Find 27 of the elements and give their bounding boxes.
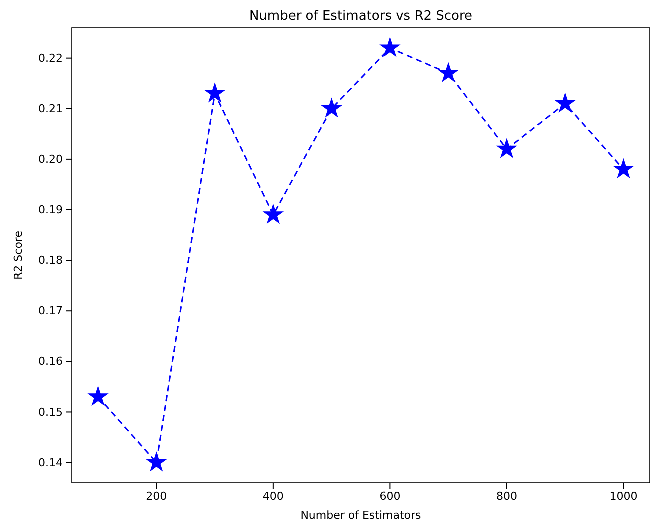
x-tick-label: 400	[262, 490, 284, 503]
y-tick-label: 0.21	[38, 102, 63, 116]
y-tick-label: 0.17	[38, 304, 63, 318]
point	[321, 98, 342, 118]
x-tick-label: 800	[496, 490, 518, 503]
point	[88, 386, 109, 406]
point	[496, 138, 518, 158]
y-tick-label: 0.20	[38, 152, 63, 166]
point	[613, 158, 634, 179]
x-tick-label: 600	[380, 490, 401, 503]
point	[262, 204, 284, 224]
y-tick-label: 0.19	[38, 204, 63, 217]
y-tick-label: 0.22	[38, 52, 63, 65]
x-axis-title: Number of Estimators	[300, 509, 422, 522]
y-tick-label: 0.18	[38, 254, 63, 268]
point	[438, 62, 460, 83]
x-tick-label: 200	[146, 490, 168, 503]
point	[146, 452, 168, 472]
point	[554, 92, 576, 113]
y-tick-label: 0.14	[38, 456, 63, 470]
y-tick-label: 0.16	[38, 355, 63, 368]
x-tick-label: 1000	[610, 490, 638, 503]
y-axis-title: R2 Score	[12, 230, 25, 280]
point	[380, 37, 401, 58]
y-tick-label: 0.15	[38, 406, 63, 419]
point	[204, 82, 226, 103]
chart-title: Number of Estimators vs R2 Score	[249, 9, 473, 24]
